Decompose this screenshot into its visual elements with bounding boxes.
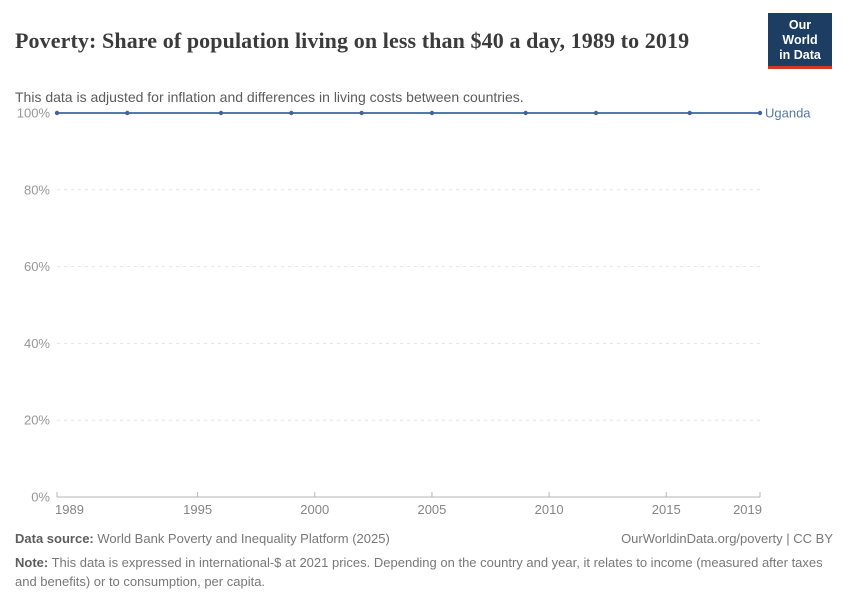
y-tick-label: 60% [24,259,50,274]
data-source-text: World Bank Poverty and Inequality Platfo… [93,531,390,546]
note-line: Note: This data is expressed in internat… [15,554,833,592]
chart-footer: Data source: World Bank Poverty and Ineq… [15,530,833,592]
note-label: Note: [15,554,49,570]
line-chart[interactable]: 0% 20% 40% 60% 80% 100% 1989 1995 2000 2005 2010 20… [0,95,850,527]
data-point-2012[interactable] [593,110,599,116]
y-tick-label: 20% [24,413,50,428]
rights-link[interactable]: OurWorldinData.org/poverty | CC BY [621,531,833,546]
x-tick-label: 1989 [55,502,84,517]
chart-title: Poverty: Share of population living on l… [15,27,690,53]
data-point-1996[interactable] [218,110,224,116]
data-source-label: Data source: [15,531,94,546]
data-point-1999[interactable] [289,110,294,116]
x-tick-label: 2000 [300,502,329,517]
x-tick-label: 2010 [535,502,564,517]
data-point-2002[interactable] [359,110,364,116]
y-tick-label: 40% [24,336,50,351]
data-point-1992[interactable] [125,110,130,116]
data-point-2005[interactable] [429,110,435,116]
note-text: This data is expressed in international-… [15,554,823,589]
x-tick-label: 2005 [417,502,446,517]
x-tick-label: 1995 [183,502,212,517]
x-tick-label: 2019 [733,502,762,517]
data-source-line: Data source: World Bank Poverty and Ineq… [15,530,390,549]
y-tick-label: 0% [31,490,50,505]
owid-logo-line2: in Data [779,48,821,62]
owid-logo[interactable]: Our World in Data [768,13,832,69]
x-tick-label: 2015 [652,502,681,517]
chart-subtitle: This data is adjusted for inflation and … [15,89,524,105]
y-tick-label: 100% [17,106,51,121]
y-tick-label: 80% [24,182,50,197]
data-point-1989[interactable] [54,110,60,116]
data-point-2019[interactable] [757,110,763,116]
data-point-2009[interactable] [523,110,528,116]
owid-logo-line1: Our World [782,18,818,47]
data-point-2016[interactable] [687,110,692,116]
series-label-uganda[interactable]: Uganda [765,106,811,121]
